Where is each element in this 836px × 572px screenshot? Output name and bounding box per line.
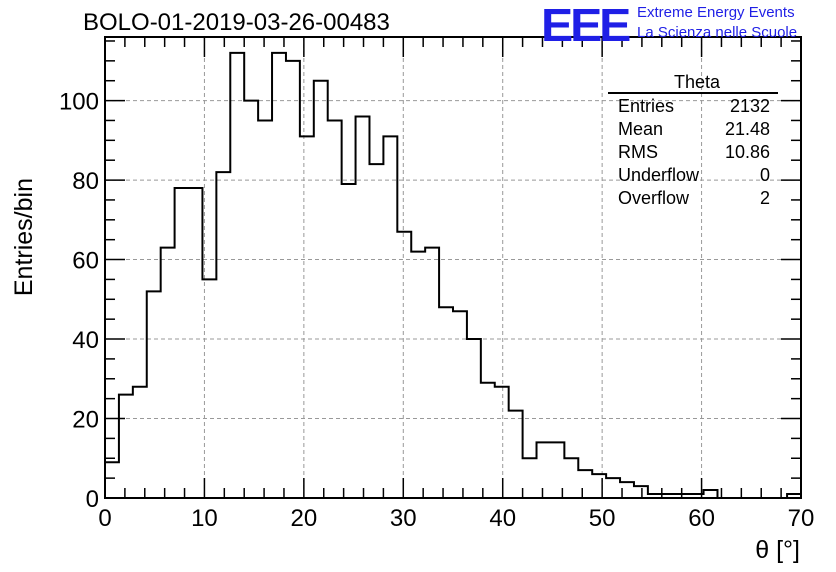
stats-label: Mean (618, 119, 664, 139)
x-tick-label: 70 (788, 505, 815, 532)
x-tick-label: 10 (191, 505, 218, 532)
y-tick-label: 60 (72, 248, 99, 275)
y-axis-label: Entries/bin (10, 178, 38, 296)
x-tick-label: 20 (291, 505, 318, 532)
logo-line-1: Extreme Energy Events (637, 4, 795, 21)
x-tick-label: 60 (688, 505, 715, 532)
x-tick-label: 40 (489, 505, 516, 532)
stats-row: Mean 21.48 (608, 118, 778, 141)
stats-divider (608, 92, 778, 94)
x-tick-label: 0 (98, 505, 111, 532)
stats-label: Entries (618, 96, 675, 116)
stats-row: Overflow 2 (608, 187, 778, 210)
stats-label: RMS (618, 142, 658, 162)
logo-line-2: La Scienza nelle Scuole (637, 24, 798, 41)
y-tick-label: 100 (59, 89, 99, 116)
y-tick-label: 0 (86, 486, 99, 513)
stats-row: Entries 2132 (608, 95, 778, 118)
x-tick-label: 50 (589, 505, 616, 532)
stats-label: Overflow (618, 188, 690, 208)
y-tick-label: 80 (72, 168, 99, 195)
stats-value: 2 (759, 188, 770, 208)
histogram-line (105, 51, 801, 499)
eee-logo-mark: EEE (541, 0, 631, 51)
y-tick-labels: 0 20 40 60 80 100 (59, 89, 99, 513)
x-tick-labels: 0 10 20 30 40 50 60 70 (98, 505, 814, 532)
plot-title: BOLO-01-2019-03-26-00483 (83, 9, 390, 36)
stats-row: RMS 10.86 (608, 141, 778, 164)
stats-title: Theta (673, 72, 721, 92)
stats-value: 21.48 (724, 119, 770, 139)
y-tick-label: 40 (72, 327, 99, 354)
stats-value: 10.86 (724, 142, 770, 162)
stats-box: Theta Entries 2132 Mean 21.48 RMS 10.86 Underf… (608, 72, 778, 210)
x-tick-label: 30 (390, 505, 417, 532)
stats-label: Underflow (618, 165, 700, 185)
plot-frame (104, 36, 802, 499)
stats-value: 0 (759, 165, 770, 185)
stats-rows: Entries 2132 Mean 21.48 RMS 10.86 Underflow 0 Ov… (608, 95, 778, 210)
x-axis-label: θ [°] (755, 536, 800, 564)
y-tick-label: 20 (72, 407, 99, 434)
grid-lines (105, 37, 801, 498)
stats-value: 2132 (729, 96, 770, 116)
stats-row: Underflow 0 (608, 164, 778, 187)
